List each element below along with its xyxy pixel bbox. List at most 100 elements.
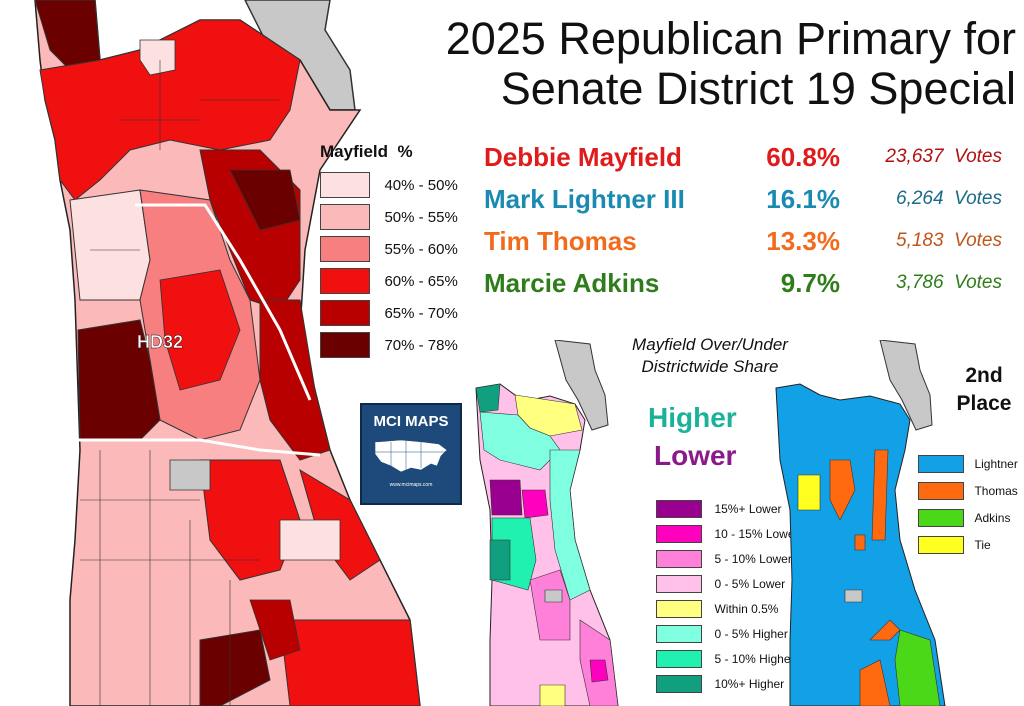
legend-swatch [656, 550, 702, 568]
legend-swatch [656, 600, 702, 618]
votes-word: Votes [954, 188, 1002, 209]
candidate-votes: 3,786 Votes [852, 272, 1002, 294]
candidate-row: Mark Lightner III 16.1% 6,264 Votes [484, 182, 1014, 218]
second-place-title-line-1: 2nd [965, 364, 1003, 387]
legend-item: 55% - 60% [320, 236, 458, 262]
legend-label: 10 - 15% Lower [714, 527, 799, 541]
higher-label: Higher [648, 402, 737, 433]
legend-item: Within 0.5% [656, 600, 778, 618]
candidate-pct: 16.1% [766, 184, 840, 214]
legend-label: 0 - 5% Higher [714, 627, 788, 641]
candidate-row: Marcie Adkins 9.7% 3,786 Votes [484, 266, 1014, 302]
legend-swatch [656, 500, 702, 518]
second-place-title: 2nd Place [944, 362, 1024, 418]
legend-title: Mayfield % [320, 142, 413, 161]
votes-count: 6,264 [896, 188, 944, 209]
region-bottom-mid [249, 599, 301, 661]
legend-item: Adkins [918, 509, 1010, 527]
legend-item: 10 - 15% Lower [656, 525, 799, 543]
region-south-red [199, 459, 301, 581]
hd32-label: HD32 [137, 332, 183, 352]
candidate-row: Tim Thomas 13.3% 5,183 Votes [484, 224, 1014, 260]
mci-maps-logo: MCI MAPS www.mcimaps.com [360, 403, 462, 505]
legend-label: 65% - 70% [384, 304, 458, 322]
votes-word: Votes [954, 146, 1002, 167]
legend-swatch [320, 172, 370, 198]
legend-swatch [918, 536, 964, 554]
legend-label: 5 - 10% Lower [714, 552, 792, 566]
legend-swatch [656, 575, 702, 593]
map-gray-area [879, 340, 933, 431]
region-strip-2 [229, 169, 301, 231]
legend-item: 50% - 55% [320, 204, 458, 230]
second-place-legend: Lightner Thomas Adkins Tie [918, 455, 1018, 555]
region-pale [139, 39, 176, 76]
legend-swatch [320, 268, 370, 294]
region-yellow-tie [797, 474, 821, 511]
precinct-lines [80, 60, 280, 706]
votes-word: Votes [954, 272, 1002, 293]
region-gray-south [844, 589, 863, 603]
legend-label: 60% - 65% [384, 272, 458, 290]
legend-swatch [320, 332, 370, 358]
second-place-title-line-2: Place [956, 392, 1012, 415]
legend-swatch [320, 236, 370, 262]
legend-label: 70% - 78% [384, 336, 458, 354]
region-magenta-south [589, 659, 609, 683]
logo-text: MCI MAPS [373, 413, 449, 430]
region-orange-bottom [859, 659, 891, 706]
over-under-map [475, 340, 619, 706]
legend-label: Lightner [974, 457, 1018, 471]
hd32-boundary-2 [135, 203, 312, 401]
legend-item: 70% - 78% [320, 332, 458, 358]
legend-label: 50% - 55% [384, 208, 458, 226]
region-bottom-red [279, 619, 421, 706]
mayfield-percent-map: HD32 [34, 0, 421, 706]
candidate-pct: 13.3% [766, 226, 840, 256]
logo-url: www.mcimaps.com [389, 482, 433, 488]
legend-item: 40% - 50% [320, 172, 458, 198]
region-pink-mid [529, 569, 571, 641]
legend-swatch [656, 675, 702, 693]
legend-item: 15%+ Lower [656, 500, 782, 518]
legend-swatch [918, 455, 964, 473]
candidate-votes: 6,264 Votes [852, 188, 1002, 210]
candidate-name: Mark Lightner III [484, 184, 685, 214]
legend-swatch [320, 300, 370, 326]
legend-item: 10%+ Higher [656, 675, 784, 693]
legend-label: 0 - 5% Lower [714, 577, 786, 591]
title-line-2: Senate District 19 Special [500, 63, 1016, 114]
map-title: 2025 Republican Primary for Senate Distr… [340, 14, 1016, 114]
legend-item: 5 - 10% Higher [656, 650, 795, 668]
legend-item: Lightner [918, 455, 1018, 473]
legend-label: 40% - 50% [384, 176, 458, 194]
candidate-votes: 23,637 Votes [852, 146, 1002, 168]
legend-item: 0 - 5% Lower [656, 575, 785, 593]
legend-label: Thomas [974, 484, 1018, 498]
legend-label: 5 - 10% Higher [714, 652, 795, 666]
legend-label: Adkins [974, 511, 1011, 525]
legend-label: 10%+ Higher [714, 677, 785, 691]
lower-label: Lower [654, 440, 737, 471]
region-gray-mid [544, 589, 563, 603]
region-orange-2 [871, 449, 889, 541]
legend-swatch [918, 482, 964, 500]
legend-item: 60% - 65% [320, 268, 458, 294]
legend-swatch [656, 650, 702, 668]
legend-swatch [918, 509, 964, 527]
region-orange-1 [829, 459, 856, 521]
over-under-legend: 15%+ Lower 10 - 15% Lower 5 - 10% Lower … [656, 500, 806, 700]
over-under-title-line-2: Districtwide Share [641, 357, 779, 376]
candidate-results: Debbie Mayfield 60.8% 23,637 Votes Mark … [484, 140, 1014, 300]
candidate-name: Debbie Mayfield [484, 142, 682, 172]
votes-count: 23,637 [885, 146, 944, 167]
candidate-name: Tim Thomas [484, 226, 637, 256]
votes-word: Votes [954, 230, 1002, 251]
hd32-boundary [75, 438, 321, 457]
votes-count: 3,786 [896, 272, 944, 293]
legend-item: Thomas [918, 482, 1018, 500]
legend-swatch [656, 525, 702, 543]
region-purple [489, 479, 523, 516]
legend-item: 5 - 10% Lower [656, 550, 792, 568]
title-line-1: 2025 Republican Primary for [445, 13, 1016, 64]
